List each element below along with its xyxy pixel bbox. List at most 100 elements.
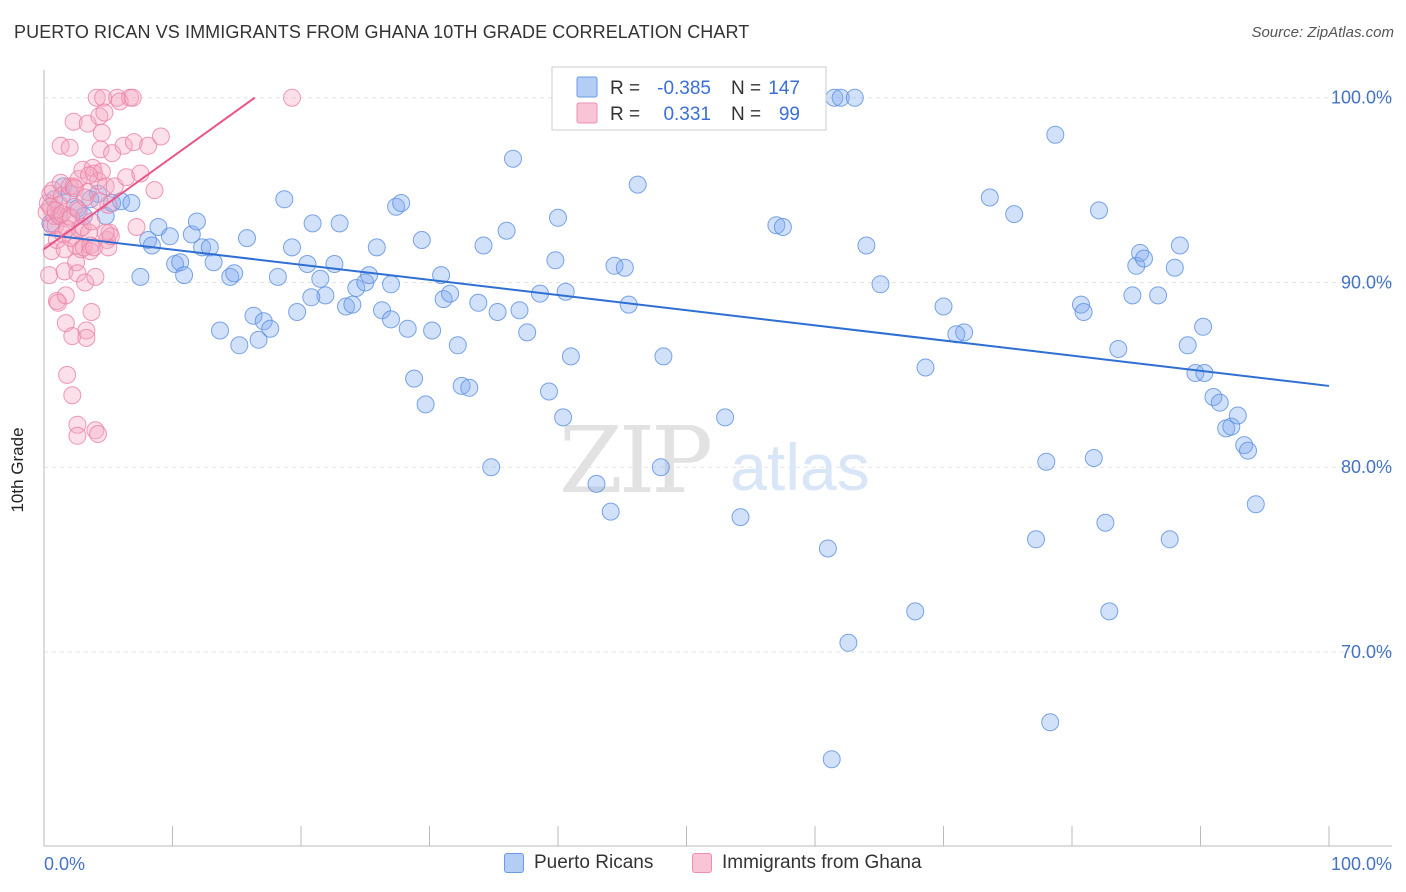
puerto-rican-point xyxy=(716,408,735,427)
puerto-rican-point xyxy=(283,238,301,257)
puerto-rican-point xyxy=(1160,530,1179,549)
ghana-point xyxy=(68,426,87,445)
y-tick-label: 80.0% xyxy=(1341,457,1392,477)
ghana-point xyxy=(56,286,75,305)
puerto-rican-point xyxy=(337,297,355,316)
puerto-rican-point xyxy=(1194,317,1213,336)
ghana-point xyxy=(95,103,114,122)
ghana-point xyxy=(89,425,107,443)
puerto-rican-point xyxy=(831,88,850,107)
puerto-rican-point xyxy=(857,236,876,255)
puerto-rican-point xyxy=(1046,125,1065,144)
puerto-rican-point xyxy=(187,212,206,231)
ghana-point xyxy=(86,267,105,286)
ghana-point xyxy=(117,168,136,187)
stats-r-label-2: R = xyxy=(610,104,640,125)
puerto-rican-point xyxy=(540,382,558,401)
puerto-rican-point xyxy=(510,301,529,320)
puerto-rican-point xyxy=(1239,441,1257,460)
ghana-point xyxy=(96,223,115,242)
ghana-point xyxy=(49,293,68,312)
puerto-rican-point xyxy=(387,197,406,216)
puerto-rican-point xyxy=(474,236,493,255)
puerto-rican-point xyxy=(343,295,362,314)
ghana-point xyxy=(76,188,95,207)
puerto-rican-point xyxy=(767,216,786,235)
ghana-point xyxy=(283,88,301,107)
ghana-point xyxy=(123,88,142,107)
puerto-rican-point xyxy=(546,251,565,270)
puerto-rican-point xyxy=(382,275,400,294)
legend-item-ghana[interactable]: Immigrants from Ghana xyxy=(692,852,922,874)
puerto-rican-point xyxy=(1123,286,1142,305)
puerto-rican-point xyxy=(230,336,249,355)
ghana-point xyxy=(46,216,65,235)
ghana-point xyxy=(145,181,164,200)
puerto-rican-point xyxy=(347,279,366,297)
puerto-rican-point xyxy=(288,303,307,321)
puerto-rican-point xyxy=(254,312,273,331)
stats-r-label-1: R = xyxy=(610,78,640,99)
puerto-rican-point xyxy=(1027,530,1045,549)
legend-item-puerto-ricans[interactable]: Puerto Ricans xyxy=(504,852,653,874)
puerto-rican-point xyxy=(122,194,141,212)
trend-lines xyxy=(43,96,1330,387)
puerto-rican-point xyxy=(980,188,999,207)
puerto-rican-point xyxy=(398,319,417,338)
y-tick-label: 100.0% xyxy=(1331,88,1392,108)
puerto-rican-point xyxy=(1041,713,1060,732)
ghana-point xyxy=(82,303,101,321)
puerto-rican-point xyxy=(955,323,974,342)
ghana-point xyxy=(40,266,59,285)
puerto-rican-point xyxy=(360,266,379,285)
source-label: Source: ZipAtlas.com xyxy=(1251,24,1394,41)
puerto-rican-point xyxy=(302,288,321,307)
ghana-point xyxy=(78,114,97,133)
puerto-rican-point xyxy=(1135,249,1153,268)
puerto-rican-point xyxy=(601,502,620,521)
ghana-point xyxy=(80,166,98,185)
puerto-rican-point xyxy=(131,267,150,286)
puerto-rican-point xyxy=(651,458,670,477)
puerto-rican-point xyxy=(654,347,673,366)
puerto-rican-trend-line xyxy=(43,233,1330,387)
puerto-rican-point xyxy=(452,376,471,395)
puerto-rican-point xyxy=(731,508,750,527)
puerto-rican-point xyxy=(175,266,194,285)
watermark: ZIP atlas xyxy=(559,407,870,514)
puerto-rican-point xyxy=(1096,513,1115,532)
puerto-rican-point xyxy=(268,267,287,286)
puerto-rican-point xyxy=(238,229,256,248)
legend-label-puerto-ricans: Puerto Ricans xyxy=(534,852,654,873)
puerto-rican-point xyxy=(554,408,573,427)
legend-label-ghana: Immigrants from Ghana xyxy=(722,852,922,873)
puerto-rican-point xyxy=(906,602,925,621)
puerto-rican-point xyxy=(1090,201,1108,220)
chart-title: PUERTO RICAN VS IMMIGRANTS FROM GHANA 10… xyxy=(14,22,750,42)
ghana-point xyxy=(68,264,87,283)
stats-swatch-puerto-ricans xyxy=(576,76,598,98)
ghana-point xyxy=(151,127,170,146)
stats-legend-box xyxy=(551,66,827,131)
puerto-rican-point xyxy=(1100,602,1119,621)
puerto-rican-point xyxy=(1072,295,1090,314)
puerto-rican-point xyxy=(405,369,424,388)
ghana-point xyxy=(103,144,122,163)
y-tick-label: 90.0% xyxy=(1341,272,1392,292)
ghana-point xyxy=(127,218,146,236)
stats-n-value-2: 99 xyxy=(779,104,800,125)
puerto-rican-point xyxy=(1210,393,1229,412)
ghana-point xyxy=(51,136,70,155)
ghana-point xyxy=(114,136,133,155)
x-tick-label: 0.0% xyxy=(44,854,85,874)
puerto-rican-point xyxy=(261,319,280,338)
puerto-rican-point xyxy=(244,306,263,325)
ghana-point xyxy=(77,328,96,347)
puerto-rican-point xyxy=(382,310,400,329)
ghana-point xyxy=(77,321,96,340)
puerto-rican-point xyxy=(1178,336,1197,355)
puerto-rican-point xyxy=(615,258,634,277)
puerto-rican-point xyxy=(947,325,966,344)
puerto-rican-point xyxy=(1165,258,1184,277)
puerto-rican-point xyxy=(628,175,647,194)
